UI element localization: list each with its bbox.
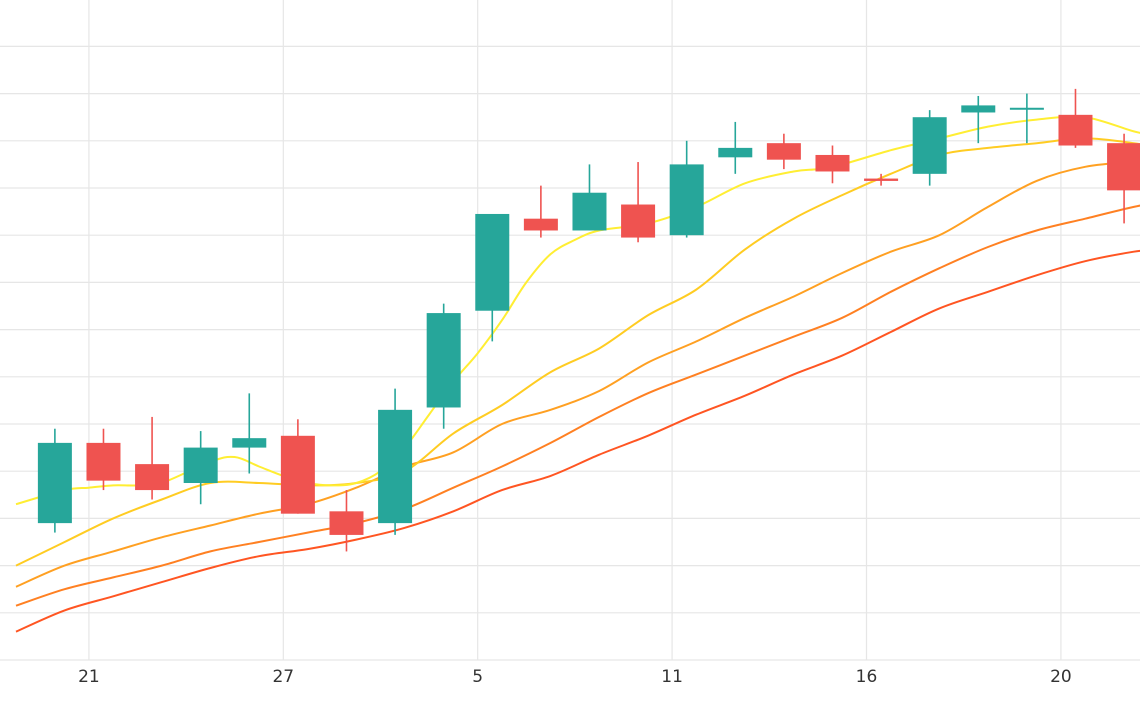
candle-up xyxy=(718,121,753,174)
candle-up xyxy=(232,393,267,474)
candle-up xyxy=(572,164,607,231)
candle-down xyxy=(815,145,850,184)
moving-average-ma5 xyxy=(15,249,1140,633)
candle-up xyxy=(378,388,413,535)
candle-body xyxy=(329,511,364,535)
candle-body xyxy=(621,204,656,238)
candle-body xyxy=(135,464,170,491)
candle-body xyxy=(1107,143,1140,191)
candle-body xyxy=(426,313,461,408)
candle-down xyxy=(523,185,558,238)
x-tick-label: 20 xyxy=(1050,667,1072,687)
moving-average-ma1 xyxy=(15,115,1140,506)
candle-body xyxy=(815,154,850,172)
x-tick-label: 5 xyxy=(472,667,483,687)
moving-average-ma3 xyxy=(15,160,1140,588)
candle-up xyxy=(669,140,704,238)
candle-up xyxy=(183,431,218,505)
candle-down xyxy=(86,428,121,491)
candle-down xyxy=(864,173,899,186)
candle-body xyxy=(864,178,899,181)
candle-up xyxy=(1009,93,1044,144)
candle-down xyxy=(766,133,801,170)
candle-body xyxy=(572,192,607,231)
candle-body xyxy=(669,164,704,236)
candle-down xyxy=(135,416,170,500)
x-tick-label: 11 xyxy=(661,667,683,687)
candle-body xyxy=(280,435,315,514)
candle-down xyxy=(1107,133,1140,224)
x-tick-label: 16 xyxy=(856,667,878,687)
moving-average-ma4 xyxy=(15,204,1140,607)
candle-body xyxy=(86,442,121,481)
candle-body xyxy=(1009,107,1044,110)
candle-body xyxy=(912,117,947,174)
candle-down xyxy=(1058,88,1093,148)
candle-body xyxy=(961,105,996,113)
candle-down xyxy=(621,162,656,243)
candle-up xyxy=(37,428,72,533)
x-tick-label: 21 xyxy=(78,667,100,687)
candle-body xyxy=(183,447,218,483)
candle-body xyxy=(1058,114,1093,146)
candle-up xyxy=(912,110,947,186)
candle-body xyxy=(37,442,72,524)
candle-up xyxy=(961,95,996,144)
candle-body xyxy=(766,143,801,160)
candle-up xyxy=(426,303,461,429)
candle-body xyxy=(232,438,267,448)
candle-body xyxy=(475,213,510,311)
candle-down xyxy=(329,490,364,552)
candle-body xyxy=(378,409,413,524)
x-axis: 21 27 5 11 16 20 xyxy=(78,667,1072,687)
candle-body xyxy=(718,147,753,158)
candle-body xyxy=(523,218,558,231)
x-tick-label: 27 xyxy=(272,667,294,687)
grid xyxy=(0,0,1140,661)
candle-down xyxy=(280,419,315,514)
candles xyxy=(37,88,1140,552)
candle-up xyxy=(475,213,510,342)
